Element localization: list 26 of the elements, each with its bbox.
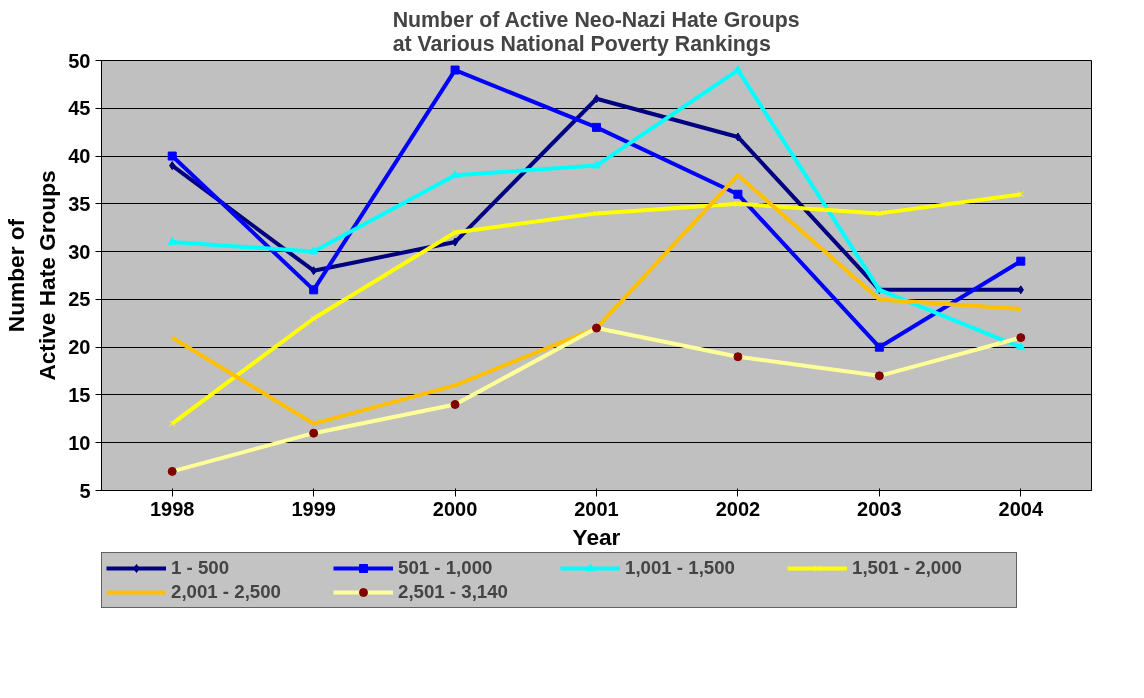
x-tick-label: 2002 — [715, 497, 761, 520]
legend-label: 1,001 - 1,500 — [625, 557, 736, 579]
x-tick-label: 2004 — [998, 497, 1044, 520]
y-tick-label: 5 — [79, 479, 91, 502]
legend-label: 2,501 - 3,140 — [398, 581, 509, 603]
y-tick-label: 45 — [68, 97, 91, 120]
y-tick-label: 40 — [68, 145, 91, 168]
x-tick-label: 2000 — [432, 497, 478, 520]
y-tick-label: 50 — [68, 49, 91, 72]
y-axis-title: Number of Active Hate Groups — [3, 170, 61, 381]
y-tick-label: 35 — [68, 192, 91, 215]
legend-label: 1 - 500 — [171, 557, 231, 579]
legend-label: 501 - 1,000 — [398, 557, 494, 579]
y-tick-label: 30 — [68, 240, 91, 263]
chart-title: Number of Active Neo-Nazi Hate Groups at Various National Poverty Rankings — [392, 7, 800, 56]
legend-label: 2,001 - 2,500 — [171, 581, 282, 603]
x-tick-label: 1998 — [149, 497, 195, 520]
x-tick-label: 1999 — [291, 497, 336, 520]
legend-label: 1,501 - 2,000 — [852, 557, 963, 579]
x-axis-title: Year — [572, 523, 621, 550]
y-tick-label: 25 — [68, 288, 91, 311]
x-tick-label: 2003 — [857, 497, 902, 520]
x-tick-label: 2001 — [574, 497, 619, 520]
y-tick-label: 10 — [68, 431, 91, 454]
y-tick-label: 20 — [68, 336, 91, 359]
y-tick-label: 15 — [68, 383, 91, 406]
